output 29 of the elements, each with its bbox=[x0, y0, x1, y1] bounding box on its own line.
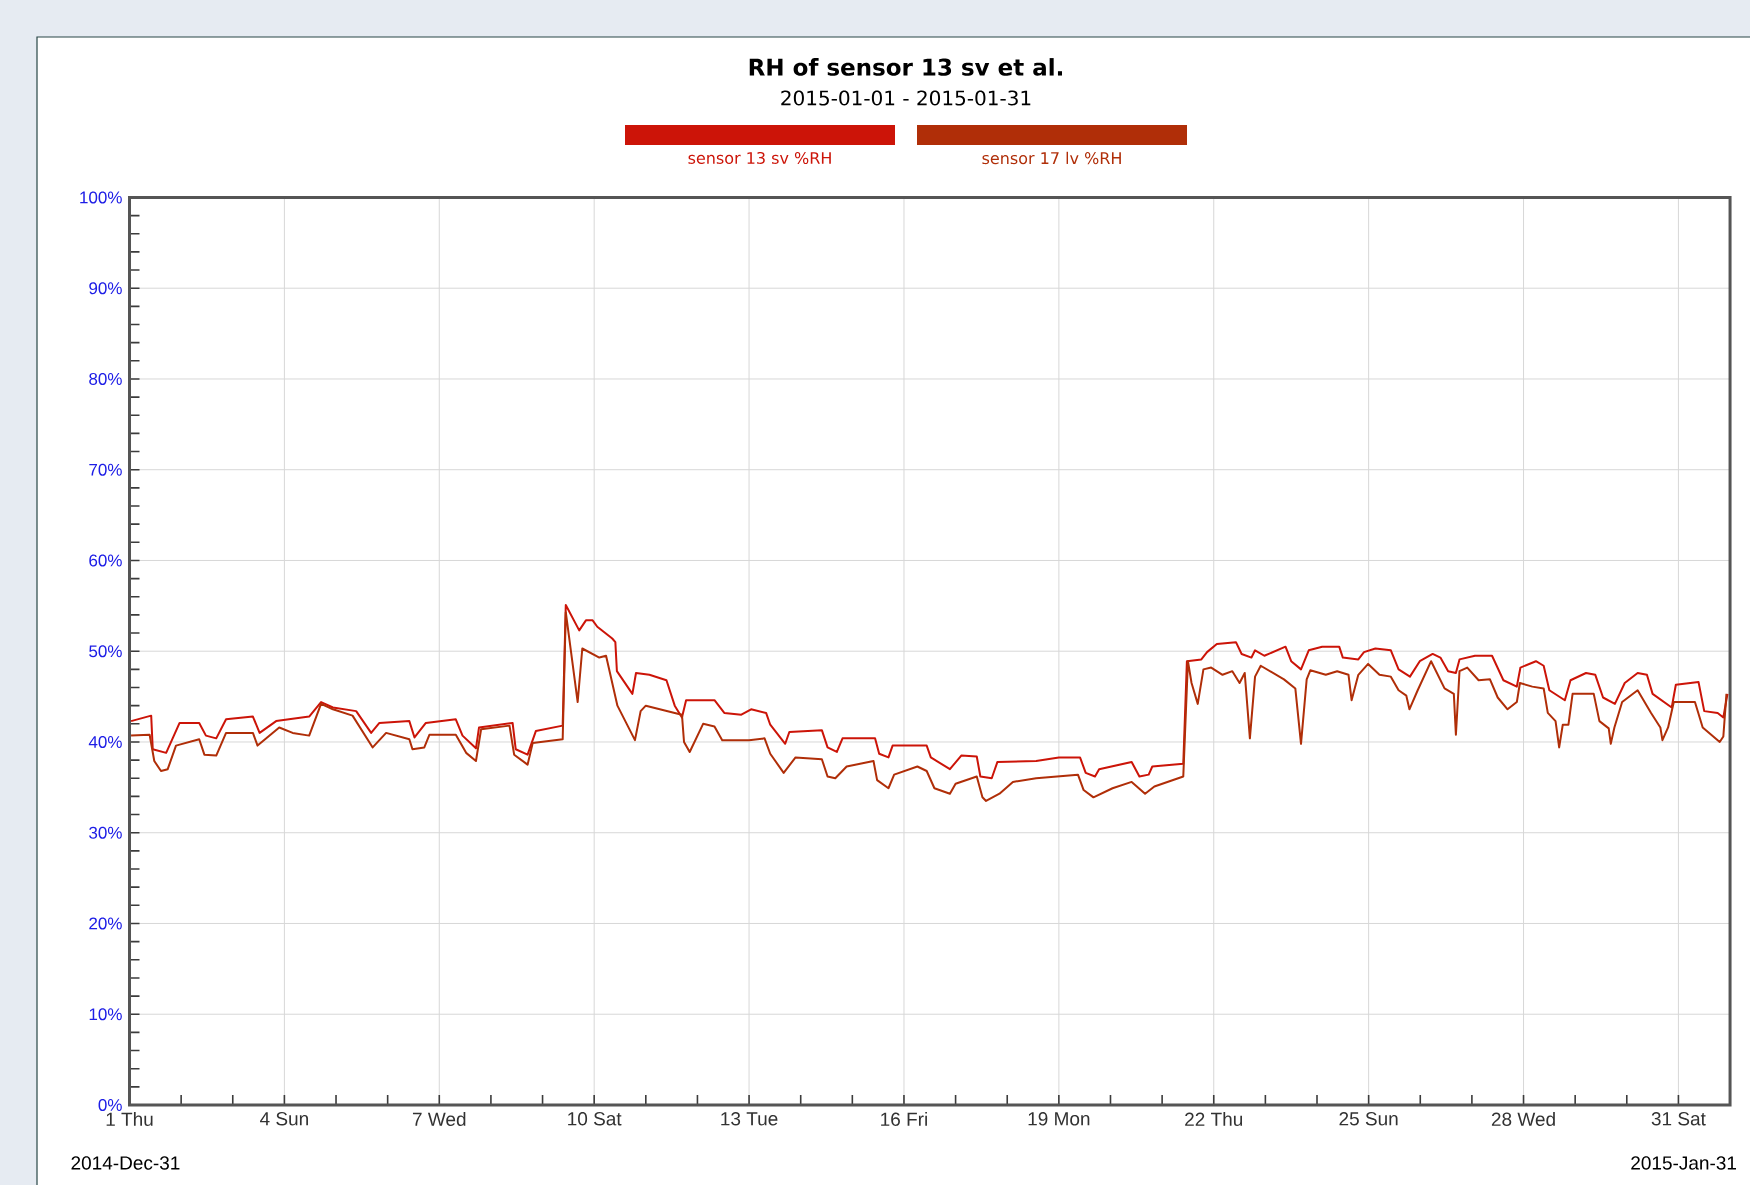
chart-subtitle: 2015-01-01 - 2015-01-31 bbox=[781, 90, 1031, 106]
x-tick-label: 4 Sun bbox=[260, 1112, 308, 1126]
x-tick-label: 16 Fri bbox=[881, 1112, 927, 1126]
x-tick-label: 28 Wed bbox=[1491, 1112, 1555, 1126]
text: 2014-Dec-31 bbox=[71, 1156, 180, 1170]
y-tick-label: 50% bbox=[89, 645, 122, 658]
line-series bbox=[130, 603, 1729, 780]
x-tick-label: 25 Sun bbox=[1339, 1112, 1398, 1126]
x-tick-label: 7 Wed bbox=[412, 1112, 466, 1126]
x-tick-label: 1 Thu bbox=[106, 1112, 153, 1126]
x-tick-label: 19 Mon bbox=[1028, 1112, 1090, 1126]
y-tick-label: 90% bbox=[89, 282, 122, 295]
x-tick-label: 10 Sat bbox=[568, 1112, 622, 1126]
y-tick-label: 10% bbox=[89, 1008, 122, 1021]
y-tick-label: 0% bbox=[98, 1098, 122, 1111]
text: sensor 13 sv %RH bbox=[688, 151, 831, 165]
y-tick-label: 30% bbox=[89, 826, 122, 839]
text: 2015-Jan-31 bbox=[1631, 1156, 1737, 1170]
y-tick-label: 100% bbox=[80, 191, 122, 204]
chart-title: RH of sensor 13 sv et al. bbox=[749, 58, 1062, 76]
y-tick-label: 80% bbox=[89, 372, 122, 385]
x-tick-label: 31 Sat bbox=[1651, 1112, 1706, 1126]
y-tick-label: 40% bbox=[88, 735, 122, 748]
text: sensor 17 lv %RH bbox=[982, 151, 1121, 165]
y-tick-label: 60% bbox=[89, 554, 122, 567]
y-tick-label: 70% bbox=[89, 463, 122, 476]
x-tick-label: 13 Tue bbox=[721, 1112, 778, 1126]
y-tick-label: 20% bbox=[89, 917, 122, 930]
x-tick-label: 22 Thu bbox=[1185, 1112, 1243, 1126]
